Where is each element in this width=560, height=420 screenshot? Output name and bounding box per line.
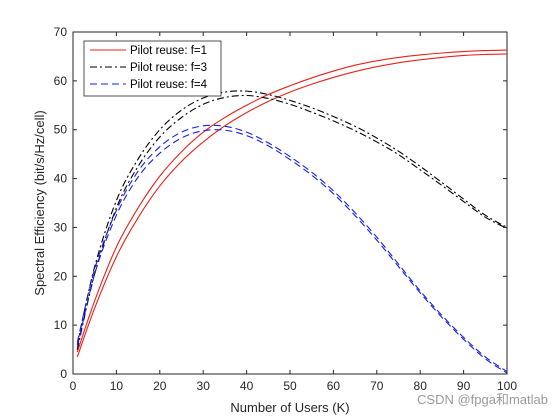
series-1-lower-line [76, 53, 508, 358]
x-axis-title: Number of Users (K) [230, 400, 349, 415]
x-tick-label: 60 [327, 379, 341, 393]
series-1-upper-line [76, 49, 508, 353]
y-tick-label: 20 [54, 269, 68, 283]
x-tick-label: 10 [110, 379, 124, 393]
y-tick-label: 70 [54, 25, 68, 39]
x-tick-label: 30 [197, 379, 211, 393]
legend-label-2: Pilot reuse: f=3 [130, 62, 207, 74]
legend: Pilot reuse: f=1 Pilot reuse: f=3 Pilot re… [83, 40, 222, 97]
y-tick-label: 10 [54, 318, 68, 332]
series-3-upper-line [76, 124, 508, 373]
x-tick-label: 40 [240, 379, 254, 393]
x-tick-label: 100 [497, 379, 517, 393]
x-tick-label: 0 [70, 379, 77, 393]
curves [76, 49, 508, 374]
y-tick-label: 30 [54, 220, 68, 234]
x-tick-label: 70 [370, 379, 384, 393]
y-tick-label: 60 [54, 74, 68, 88]
y-tick-label: 0 [60, 367, 67, 381]
series-3-lower-line [76, 129, 508, 374]
watermark: CSDN @fpga和matlab [417, 392, 548, 407]
legend-label-3: Pilot reuse: f=4 [130, 79, 208, 91]
x-tick-label: 90 [457, 379, 471, 393]
series-2-upper-line [76, 90, 508, 345]
y-axis-title: Spectral Efficiency (bit/s/Hz/cell) [32, 110, 47, 295]
x-tick-label: 50 [283, 379, 297, 393]
legend-label-1: Pilot reuse: f=1 [130, 45, 207, 57]
x-tick-label: 20 [153, 379, 167, 393]
x-axis-ticks: 0 10 20 30 40 50 60 70 80 90 100 [70, 32, 517, 393]
y-tick-label: 40 [54, 172, 68, 186]
x-tick-label: 80 [414, 379, 428, 393]
y-tick-label: 50 [54, 123, 68, 137]
series-2-lower-line [76, 94, 508, 350]
y-axis-ticks: 0 10 20 30 40 50 60 70 [54, 25, 507, 381]
